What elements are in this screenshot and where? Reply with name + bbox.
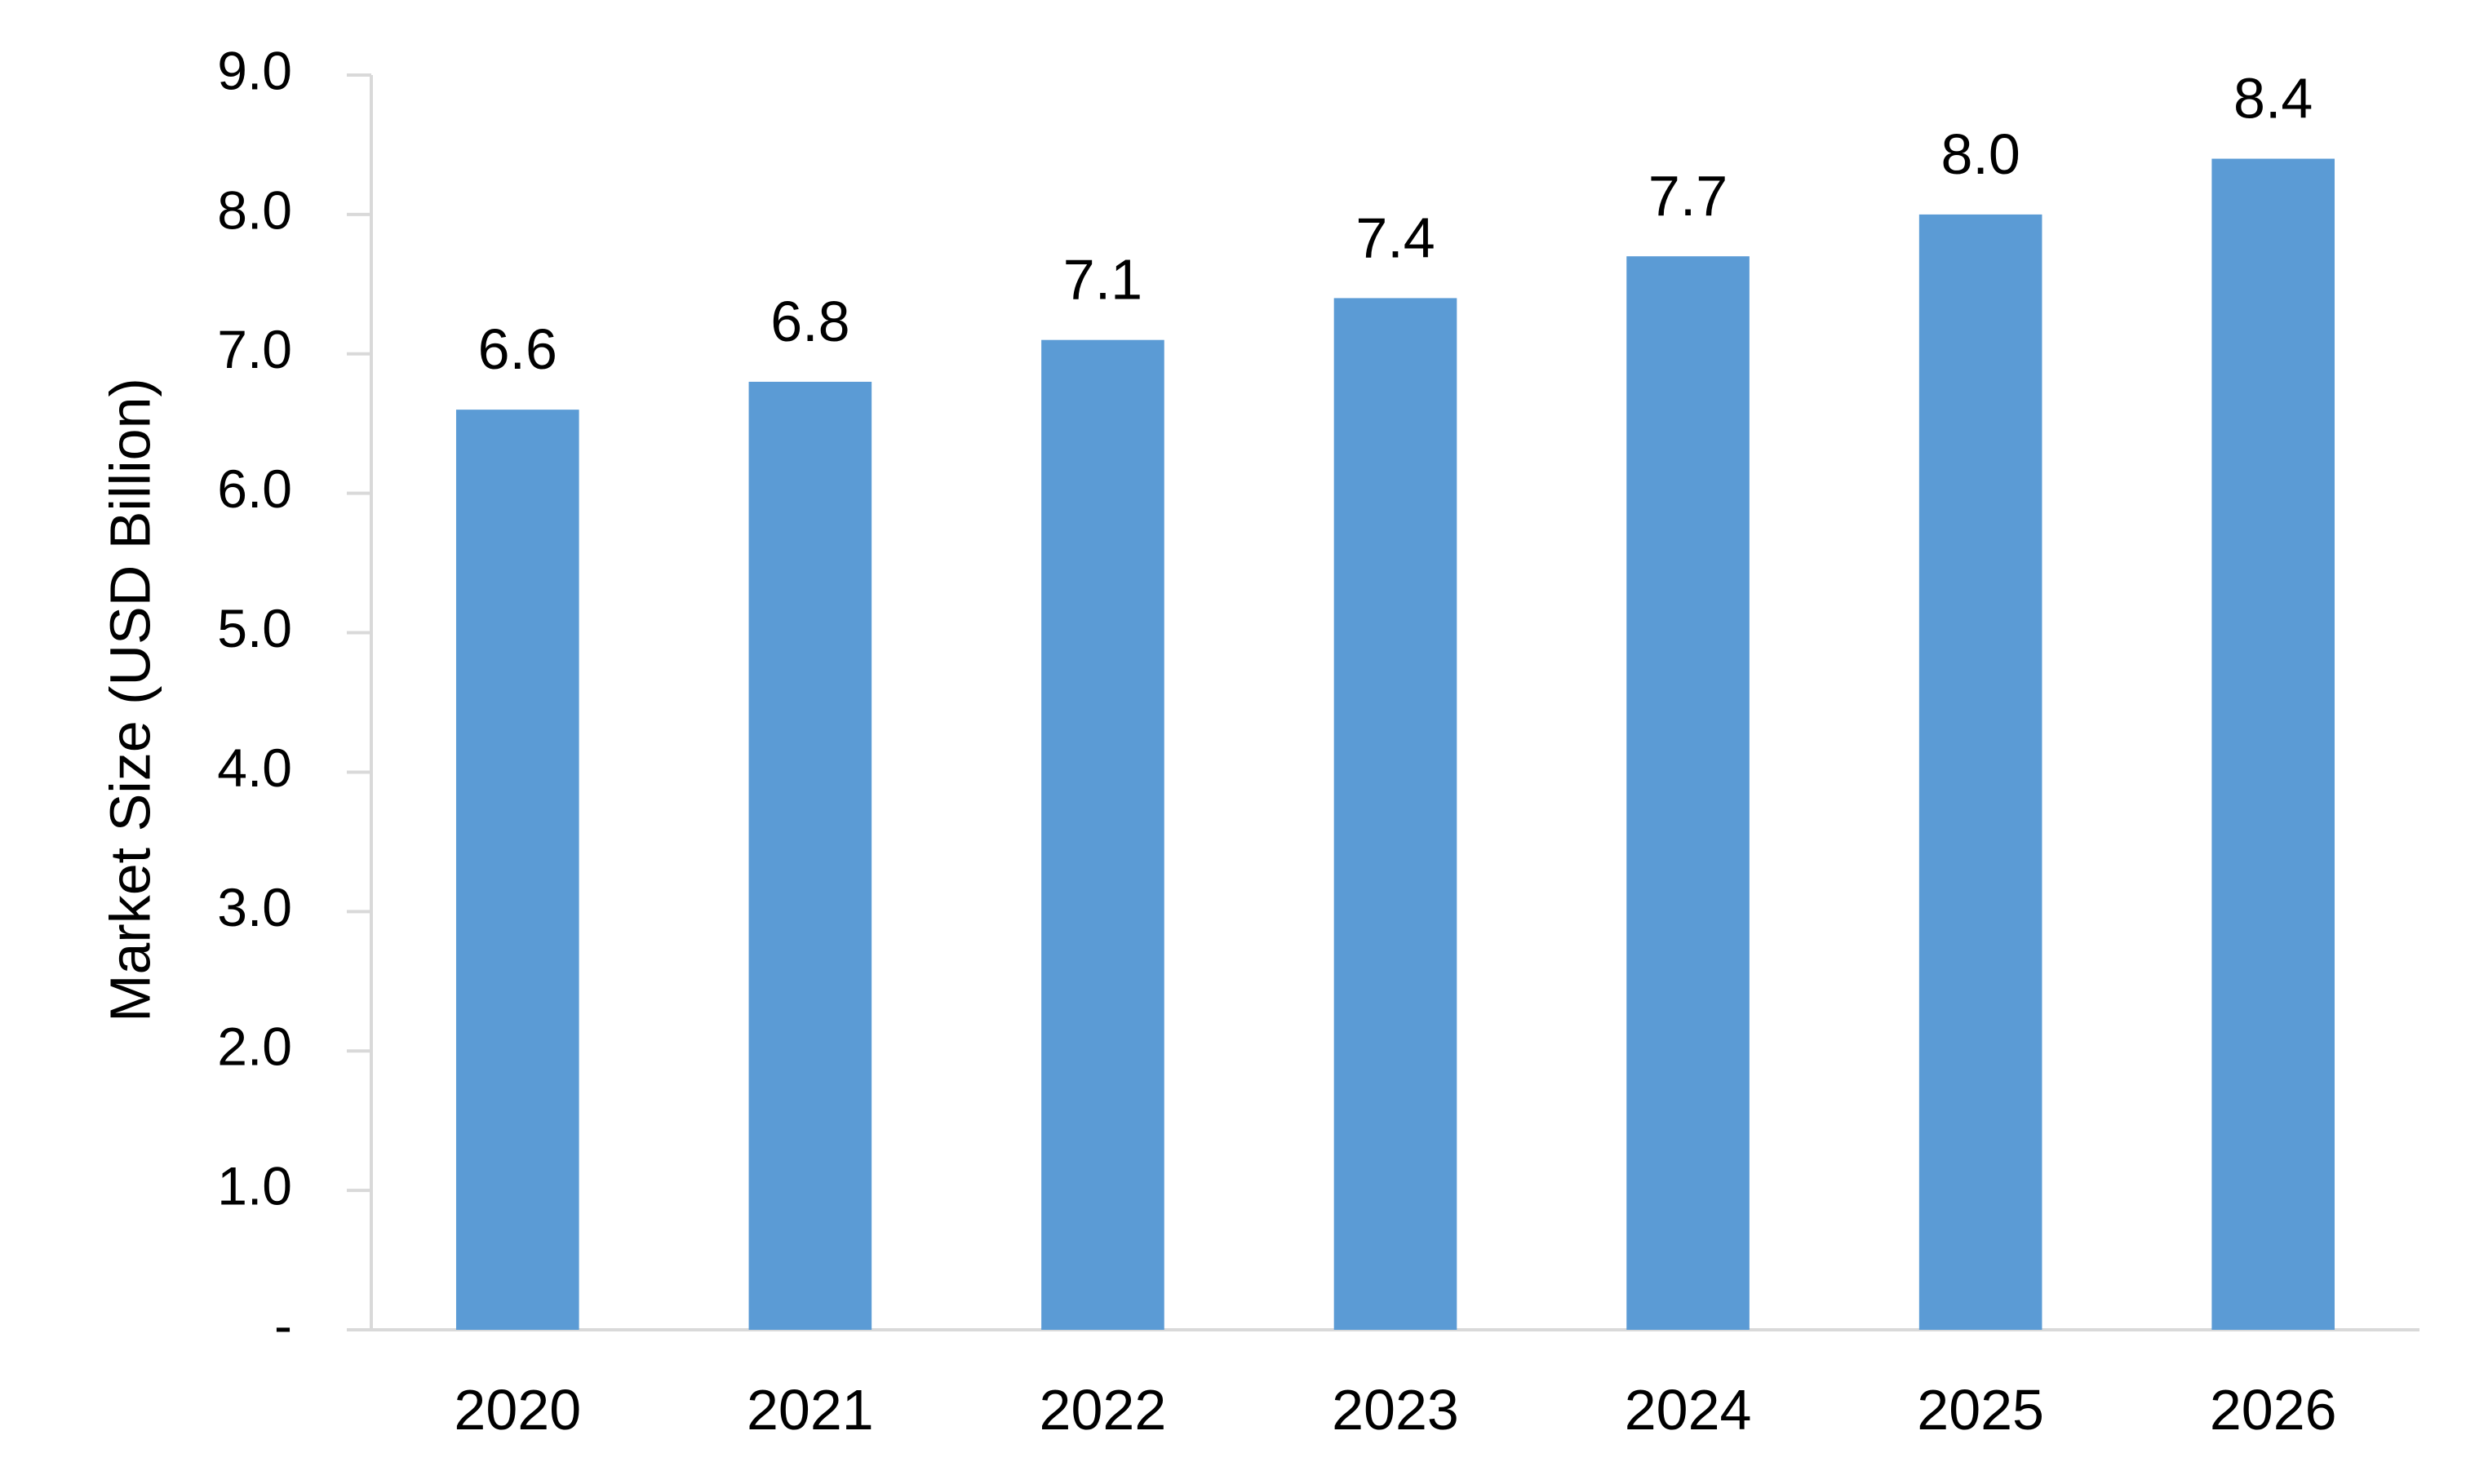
x-tick-label-2020: 2020 — [454, 1378, 581, 1442]
x-tick-label-2022: 2022 — [1040, 1378, 1167, 1442]
data-label-2023: 7.4 — [1355, 206, 1435, 269]
y-axis-title: Market Size (USD Billion) — [98, 378, 162, 1022]
x-axis: 2020 2021 2022 2023 2024 2025 2026 — [371, 1328, 2419, 1442]
y-axis: - 1.0 2.0 3.0 4.0 5.0 6.0 7.0 8.0 9.0 — [217, 40, 373, 1355]
data-labels: 6.6 6.8 7.1 7.4 7.7 8.0 8.4 — [478, 67, 2313, 382]
data-label-2025: 8.0 — [1940, 122, 2020, 186]
y-tick-label: 2.0 — [217, 1017, 292, 1077]
bar-2021 — [748, 381, 872, 1330]
y-tick-label: - — [274, 1295, 292, 1355]
y-tick-label: 3.0 — [217, 877, 292, 937]
y-tick-label: 8.0 — [217, 179, 292, 240]
x-tick-label-2026: 2026 — [2210, 1378, 2337, 1442]
data-label-2026: 8.4 — [2233, 67, 2313, 131]
bars — [455, 158, 2335, 1331]
y-tick-label: 6.0 — [217, 458, 292, 519]
x-tick-label-2025: 2025 — [1917, 1378, 2044, 1442]
bar-2024 — [1626, 256, 1750, 1331]
x-tick-label-2023: 2023 — [1332, 1378, 1459, 1442]
bar-2020 — [455, 410, 579, 1331]
bar-2023 — [1333, 298, 1457, 1330]
data-label-2024: 7.7 — [1648, 164, 1728, 228]
bar-2025 — [1918, 214, 2042, 1330]
y-tick-label: 1.0 — [217, 1156, 292, 1216]
x-tick-label-2024: 2024 — [1625, 1378, 1752, 1442]
data-label-2020: 6.6 — [478, 317, 557, 381]
data-label-2021: 6.8 — [770, 290, 849, 353]
y-tick-label: 5.0 — [217, 598, 292, 658]
y-tick-label: 7.0 — [217, 319, 292, 379]
y-tick-label: 9.0 — [217, 40, 292, 100]
y-tick-label: 4.0 — [217, 738, 292, 798]
data-label-2022: 7.1 — [1063, 248, 1142, 312]
x-tick-label-2021: 2021 — [747, 1378, 874, 1442]
bar-2022 — [1041, 339, 1164, 1330]
bar-2026 — [2211, 158, 2335, 1331]
